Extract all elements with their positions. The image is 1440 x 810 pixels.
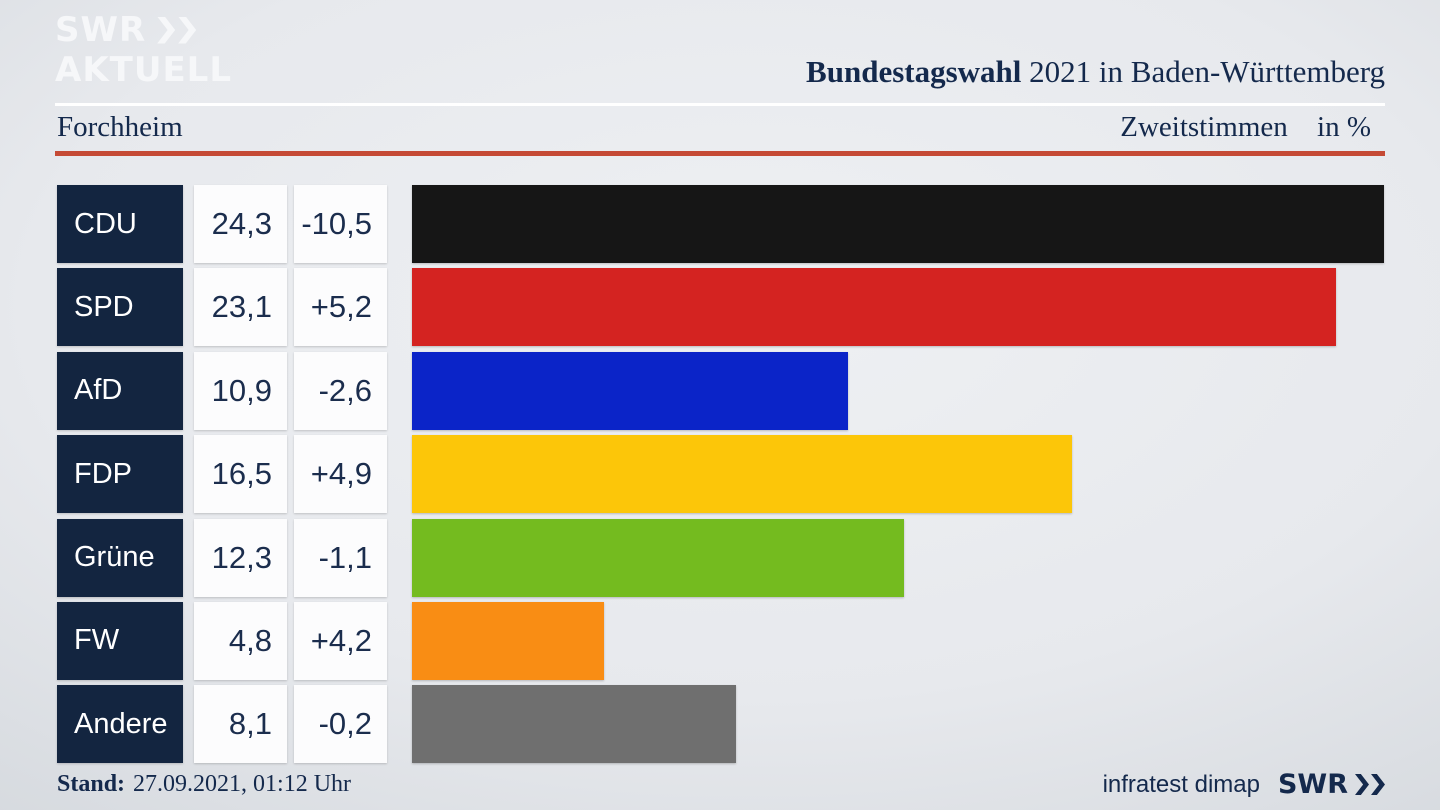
- logo-line-2: AKTUELL: [55, 50, 232, 90]
- stand-label: Stand:: [57, 771, 126, 797]
- chevron-right-icon: [1371, 774, 1385, 795]
- party-change: +5,2: [294, 268, 387, 347]
- party-bar: [412, 518, 904, 597]
- chart-row: FW 4,8 +4,2: [57, 601, 1384, 680]
- party-bar: [412, 601, 604, 680]
- swr-aktuell-logo: SWR AKTUELL: [55, 10, 232, 90]
- party-change: -10,5: [294, 185, 387, 263]
- party-value: 8,1: [194, 685, 287, 764]
- page-title: Bundestagswahl 2021 in Baden-Württemberg: [806, 54, 1385, 90]
- measure-label: Zweitstimmen in %: [1120, 111, 1385, 144]
- swr-double-chevron-icon: [1353, 774, 1385, 795]
- logo-line-1: SWR: [55, 10, 232, 50]
- party-value: 10,9: [194, 351, 287, 430]
- chart-row: SPD 23,1 +5,2: [57, 268, 1384, 347]
- party-change: -1,1: [294, 518, 387, 597]
- party-bar: [412, 435, 1072, 514]
- party-value: 4,8: [194, 601, 287, 680]
- unit-text: in %: [1317, 111, 1371, 143]
- party-value: 16,5: [194, 435, 287, 514]
- title-bold: Bundestagswahl: [806, 54, 1022, 89]
- party-bar: [412, 685, 736, 764]
- timestamp: Stand: 27.09.2021, 01:12 Uhr: [57, 771, 351, 798]
- party-change: -2,6: [294, 351, 387, 430]
- party-label: FDP: [57, 435, 183, 514]
- party-bar: [412, 185, 1384, 263]
- chart-row: CDU 24,3 -10,5: [57, 185, 1384, 263]
- party-label: CDU: [57, 185, 183, 263]
- chart-rows: CDU 24,3 -10,5 SPD 23,1 +5,2 AfD 10,9 -2…: [57, 185, 1384, 769]
- logo-swr-text: SWR: [55, 10, 147, 50]
- party-value: 24,3: [194, 185, 287, 263]
- brand-swr-text: SWR: [1277, 769, 1348, 800]
- stand-value: 27.09.2021, 01:12 Uhr: [133, 771, 352, 797]
- chart-row: FDP 16,5 +4,9: [57, 435, 1384, 514]
- party-value: 12,3: [194, 518, 287, 597]
- chevron-right-icon: [1355, 774, 1369, 795]
- region-name: Forchheim: [57, 111, 183, 143]
- logo-aktuell-text: AKTUELL: [55, 50, 233, 90]
- chart-row: Andere 8,1 -0,2: [57, 685, 1384, 764]
- party-value: 23,1: [194, 268, 287, 347]
- chevron-right-icon: [157, 16, 176, 44]
- measure-text: Zweitstimmen: [1120, 111, 1288, 143]
- source-name: infratest dimap: [1102, 770, 1260, 798]
- source-attribution: infratest dimap SWR: [1103, 769, 1385, 800]
- party-label: SPD: [57, 268, 183, 347]
- party-bar: [412, 268, 1336, 347]
- party-change: -0,2: [294, 685, 387, 764]
- title-rest: 2021 in Baden-Württemberg: [1029, 54, 1385, 89]
- party-label: AfD: [57, 351, 183, 430]
- chart-row: AfD 10,9 -2,6: [57, 351, 1384, 430]
- header-divider-white: [55, 103, 1385, 106]
- swr-brand-logo: SWR: [1278, 769, 1385, 800]
- swr-double-chevron-icon: [154, 16, 197, 44]
- party-change: +4,9: [294, 435, 387, 514]
- chart-row: Grüne 12,3 -1,1: [57, 518, 1384, 597]
- party-change: +4,2: [294, 601, 387, 680]
- subheader: Forchheim Zweitstimmen in %: [57, 111, 1385, 144]
- party-label: FW: [57, 601, 183, 680]
- party-bar: [412, 351, 848, 430]
- party-label: Andere: [57, 685, 183, 764]
- party-label: Grüne: [57, 518, 183, 597]
- chevron-right-icon: [178, 16, 197, 44]
- header-divider-red: [55, 151, 1385, 156]
